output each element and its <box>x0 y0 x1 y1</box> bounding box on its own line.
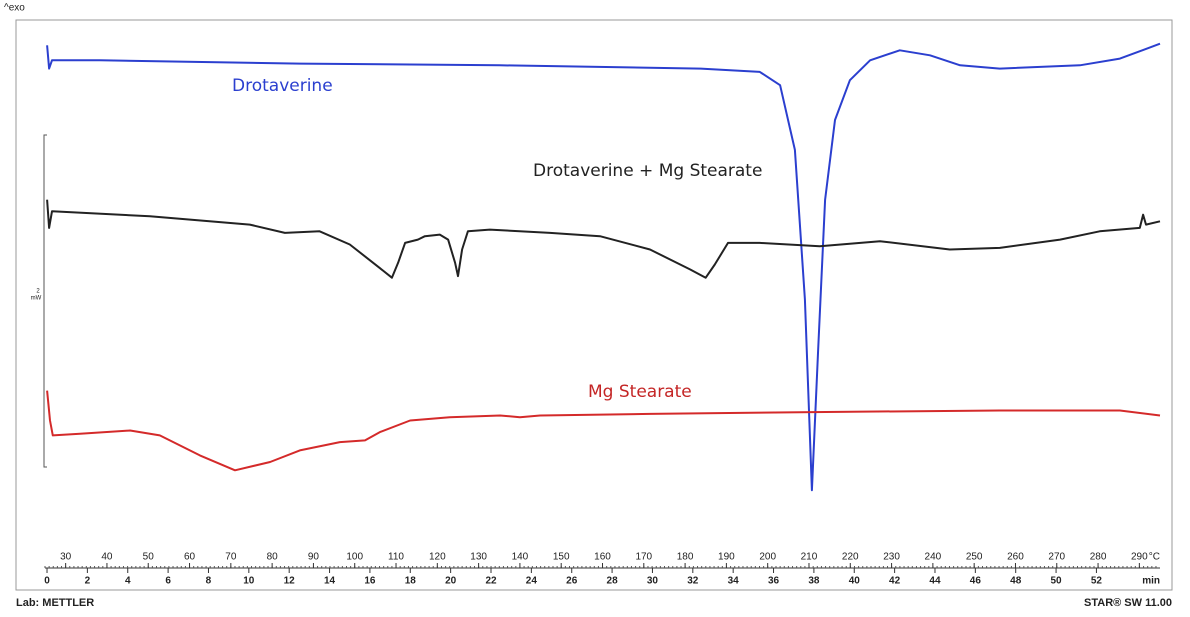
series-line <box>46 390 1161 472</box>
x-tick-label: 90 <box>308 552 320 563</box>
x-tick-label: 40 <box>101 552 113 563</box>
x2-tick-label: 20 <box>445 576 457 587</box>
x-tick-label: 120 <box>429 552 446 563</box>
x-tick-label: 170 <box>635 552 652 563</box>
x2-tick-label: 36 <box>768 576 780 587</box>
x-tick-label: 70 <box>225 552 237 563</box>
x2-tick-label: 40 <box>849 576 861 587</box>
x-axis-unit: °C <box>1149 552 1160 563</box>
scale-bar-unit: mW <box>31 296 42 302</box>
x2-tick-label: 24 <box>526 576 538 587</box>
x-tick-label: 270 <box>1048 552 1065 563</box>
x2-tick-label: 30 <box>647 576 659 587</box>
x2-tick-label: 48 <box>1010 576 1022 587</box>
footer-left: Lab: METTLER <box>16 597 94 609</box>
x-tick-label: 210 <box>801 552 818 563</box>
x2-tick-label: 0 <box>44 576 50 587</box>
x-tick-label: 30 <box>60 552 72 563</box>
x-tick-label: 230 <box>883 552 900 563</box>
x-tick-label: 250 <box>966 552 983 563</box>
series-line <box>46 199 1161 279</box>
x2-tick-label: 16 <box>364 576 376 587</box>
x2-tick-label: 52 <box>1091 576 1103 587</box>
x-tick-label: 110 <box>388 552 404 563</box>
x-tick-label: 180 <box>677 552 694 563</box>
x-tick-label: 140 <box>512 552 529 563</box>
footer-right: STAR® SW 11.00 <box>1084 597 1172 609</box>
x-tick-label: 280 <box>1090 552 1107 563</box>
scale-bar-value: 2 <box>36 289 40 295</box>
x-tick-label: 190 <box>718 552 735 563</box>
x2-tick-label: 14 <box>324 576 336 587</box>
x2-tick-label: 10 <box>243 576 255 587</box>
series-line <box>46 42 1161 492</box>
x2-tick-label: 44 <box>929 576 941 587</box>
x2-tick-label: 6 <box>165 576 171 587</box>
x2-tick-label: 28 <box>607 576 619 587</box>
x-tick-label: 80 <box>267 552 279 563</box>
frame <box>15 19 1173 591</box>
x-tick-label: 150 <box>553 552 570 563</box>
x-tick-label: 130 <box>470 552 487 563</box>
series-label: Drotaverine <box>232 76 333 96</box>
x2-tick-label: 4 <box>125 576 131 587</box>
x2-tick-label: 12 <box>284 576 296 587</box>
x-tick-label: 260 <box>1007 552 1024 563</box>
x2-tick-label: 22 <box>485 576 497 587</box>
x2-tick-label: 34 <box>728 576 740 587</box>
x2-axis-unit: min <box>1142 576 1160 587</box>
x2-tick-label: 8 <box>206 576 212 587</box>
x-tick-label: 100 <box>346 552 363 563</box>
x2-tick-label: 42 <box>889 576 901 587</box>
scale-bar <box>43 134 47 468</box>
x2-tick-label: 50 <box>1051 576 1063 587</box>
x2-tick-label: 18 <box>405 576 417 587</box>
x-tick-label: 160 <box>594 552 611 563</box>
x-tick-label: 50 <box>143 552 155 563</box>
x-tick-label: 240 <box>925 552 942 563</box>
series-label: Mg Stearate <box>588 382 692 402</box>
x2-tick-label: 2 <box>85 576 91 587</box>
series-label: Drotaverine + Mg Stearate <box>533 161 762 181</box>
x2-tick-label: 46 <box>970 576 982 587</box>
corner-label: ^exo <box>4 3 25 14</box>
x-tick-label: 220 <box>842 552 859 563</box>
x2-tick-label: 32 <box>687 576 699 587</box>
x2-tick-label: 26 <box>566 576 578 587</box>
x-tick-label: 290 <box>1131 552 1148 563</box>
x2-tick-label: 38 <box>808 576 820 587</box>
x-tick-label: 60 <box>184 552 196 563</box>
x-tick-label: 200 <box>759 552 776 563</box>
